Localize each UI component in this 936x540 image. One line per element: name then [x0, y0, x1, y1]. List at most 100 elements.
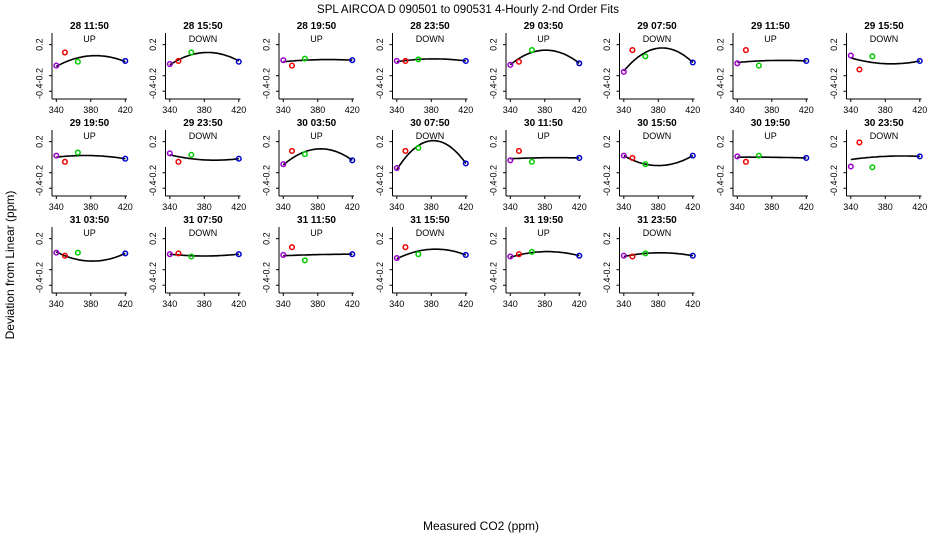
panel-title: 28 11:50 — [70, 21, 109, 32]
x-tick-label: 340 — [503, 299, 518, 309]
y-tick-label: -0.4 — [34, 83, 44, 99]
fit-curve — [282, 147, 353, 166]
panel-title: 29 07:50 — [637, 21, 677, 32]
x-tick-label: 420 — [345, 105, 360, 115]
y-tick-label: -0.2 — [375, 68, 385, 84]
x-tick-label: 420 — [458, 105, 473, 115]
data-point — [689, 59, 696, 66]
y-tick-label: 0.2 — [148, 135, 158, 148]
data-point — [393, 164, 400, 172]
panel-direction-label: DOWN — [643, 228, 672, 238]
data-point — [734, 153, 741, 160]
y-tick-label: 0.2 — [34, 135, 44, 148]
x-tick-label: 340 — [503, 202, 518, 212]
x-tick-label: 340 — [616, 299, 631, 309]
panel: 29 07:50 DOWN 340 380 420 0.2 -0.2-0.4 — [602, 21, 700, 115]
y-tick-label: 0.2 — [34, 38, 44, 51]
x-axis-label: Measured CO2 (ppm) — [423, 519, 539, 533]
data-point — [235, 251, 242, 258]
x-tick-label: 380 — [424, 299, 439, 309]
fit-curve — [56, 154, 126, 160]
data-point — [415, 251, 422, 258]
data-point — [61, 158, 68, 165]
x-tick-label: 420 — [572, 202, 587, 212]
fit-curve — [396, 248, 467, 260]
fit-curve — [737, 59, 807, 64]
panel: 29 23:50 DOWN 340 380 420 0.2 -0.2-0.4 — [148, 118, 246, 212]
data-point — [620, 252, 627, 259]
data-point — [803, 57, 810, 65]
data-point — [629, 47, 636, 54]
x-tick-label: 420 — [458, 202, 473, 212]
panel: 31 23:50 DOWN 340 380 420 0.2 -0.2-0.4 — [602, 215, 700, 309]
x-tick-label: 340 — [276, 105, 291, 115]
y-tick-label: -0.2 — [715, 165, 725, 181]
data-point — [301, 55, 308, 62]
y-tick-label: -0.4 — [34, 277, 44, 293]
panel-title: 30 19:50 — [751, 118, 791, 129]
data-point — [916, 153, 923, 160]
x-tick-label: 380 — [310, 105, 325, 115]
panel-direction-label: UP — [764, 131, 777, 141]
y-tick-label: -0.2 — [602, 68, 612, 84]
data-point — [629, 253, 636, 260]
data-point — [53, 249, 60, 256]
y-tick-label: -0.2 — [34, 68, 44, 84]
data-point — [847, 163, 854, 170]
data-point — [620, 152, 627, 159]
y-tick-label: -0.2 — [261, 68, 271, 84]
fit-curve — [396, 139, 467, 171]
panel-direction-label: DOWN — [189, 34, 218, 44]
fit-curve — [55, 54, 126, 68]
x-tick-label: 340 — [389, 202, 404, 212]
data-point — [620, 68, 627, 75]
y-tick-label: -0.2 — [148, 68, 158, 84]
y-tick-label: 0.2 — [488, 38, 498, 51]
data-point — [629, 154, 636, 162]
data-point — [288, 147, 295, 155]
data-point — [280, 161, 287, 168]
y-tick-label: 0.2 — [148, 232, 158, 245]
panel-direction-label: DOWN — [416, 228, 445, 238]
data-point — [755, 152, 762, 159]
data-point — [122, 155, 129, 162]
x-tick-label: 340 — [730, 105, 745, 115]
y-tick-label: -0.2 — [602, 262, 612, 278]
panel-title: 31 07:50 — [183, 215, 223, 226]
y-tick-label: -0.2 — [715, 68, 725, 84]
x-tick-label: 380 — [197, 299, 212, 309]
panel-title: 29 23:50 — [183, 118, 223, 129]
x-tick-label: 380 — [764, 105, 779, 115]
x-tick-label: 340 — [843, 105, 858, 115]
panel-direction-label: UP — [310, 228, 323, 238]
data-point — [301, 257, 308, 264]
y-tick-label: -0.2 — [34, 262, 44, 278]
x-tick-label: 340 — [49, 299, 64, 309]
y-tick-label: 0.2 — [261, 38, 271, 51]
x-tick-label: 420 — [572, 299, 587, 309]
data-point — [288, 244, 295, 251]
panel-title: 29 15:50 — [864, 21, 904, 32]
panel-title: 30 11:50 — [524, 118, 563, 129]
data-point — [166, 61, 173, 68]
data-point — [576, 154, 583, 162]
y-tick-label: 0.2 — [375, 38, 385, 51]
y-tick-label: 0.2 — [488, 232, 498, 245]
y-tick-label: 0.2 — [261, 135, 271, 148]
y-tick-label: -0.2 — [488, 68, 498, 84]
y-tick-label: 0.2 — [602, 38, 612, 51]
data-point — [74, 58, 81, 65]
data-point — [856, 66, 863, 73]
x-tick-label: 380 — [651, 105, 666, 115]
y-tick-label: -0.4 — [375, 277, 385, 293]
panel-direction-label: DOWN — [643, 131, 672, 141]
data-point — [847, 52, 854, 59]
y-tick-label: -0.4 — [375, 180, 385, 196]
x-tick-label: 420 — [118, 105, 133, 115]
x-tick-label: 340 — [616, 105, 631, 115]
data-point — [166, 251, 173, 258]
panel-direction-label: UP — [764, 34, 777, 44]
y-tick-label: 0.2 — [148, 38, 158, 51]
y-tick-label: 0.2 — [715, 38, 725, 51]
figure-title: SPL AIRCOA D 090501 to 090531 4-Hourly 2… — [317, 4, 619, 16]
